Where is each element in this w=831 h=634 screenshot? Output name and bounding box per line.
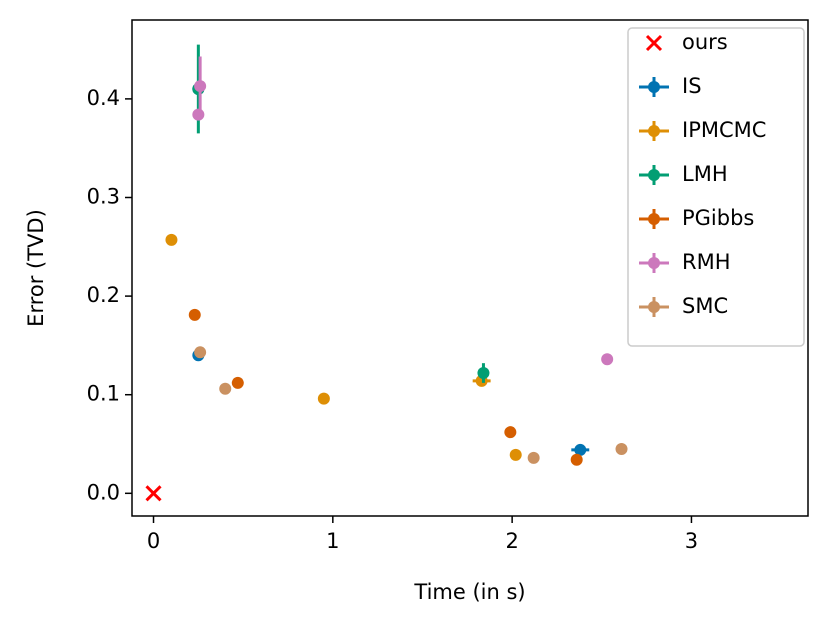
point [145, 485, 162, 502]
legend-label: LMH [682, 162, 728, 186]
x-axis-label: Time (in s) [413, 580, 525, 604]
legend-marker [648, 301, 660, 313]
point [527, 451, 540, 464]
plot-frame [131, 19, 809, 517]
x-tick-label: 2 [505, 529, 518, 553]
legend-marker [648, 213, 660, 225]
legend-marker [648, 257, 660, 269]
legend-label: RMH [682, 250, 731, 274]
y-tick-label: 0.2 [87, 283, 120, 307]
point [188, 308, 201, 321]
legend-marker [648, 125, 660, 137]
point [219, 382, 232, 395]
legend-marker [648, 169, 660, 181]
point [165, 233, 178, 246]
point [231, 376, 244, 389]
y-axis-label: Error (TVD) [24, 209, 48, 327]
point [570, 453, 583, 466]
point [509, 448, 522, 461]
y-tick-label: 0.0 [87, 480, 120, 504]
legend-marker [648, 81, 660, 93]
point [317, 392, 330, 405]
legend-label: SMC [682, 294, 728, 318]
y-tick-label: 0.1 [87, 382, 120, 406]
y-tick-label: 0.4 [87, 86, 120, 110]
legend-box [627, 27, 805, 347]
x-tick-label: 1 [326, 529, 339, 553]
x-tick-label: 0 [147, 529, 160, 553]
point [192, 108, 205, 121]
point [194, 346, 207, 359]
legend-label: IS [682, 74, 702, 98]
legend-label: ours [682, 30, 728, 54]
point [504, 426, 517, 439]
x-tick-label: 3 [685, 529, 698, 553]
legend-label: PGibbs [682, 206, 754, 230]
legend-label: IPMCMC [682, 118, 766, 142]
y-tick-label: 0.3 [87, 184, 120, 208]
point [194, 80, 207, 93]
point [615, 442, 628, 455]
legend-marker [645, 34, 663, 52]
point [601, 353, 614, 366]
point [574, 443, 587, 456]
point [477, 367, 490, 380]
